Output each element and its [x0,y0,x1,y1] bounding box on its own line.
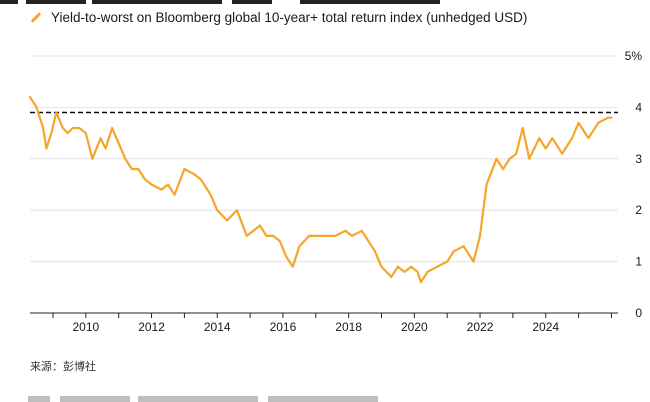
y-tick-label: 1 [635,255,642,269]
y-tick-label: 3 [635,152,642,166]
x-tick-label: 2020 [401,320,428,334]
cropped-footer-fragment [28,396,388,402]
x-tick-label: 2018 [335,320,362,334]
x-tick-label: 2014 [204,320,231,334]
y-tick-label: 5% [625,49,643,63]
x-tick-label: 2022 [467,320,494,334]
cropped-header-fragment [0,0,650,4]
y-tick-label: 0 [635,306,642,320]
source-note: 来源：彭博社 [30,361,96,373]
y-tick-label: 2 [635,203,642,217]
x-tick-label: 2016 [270,320,297,334]
chart-legend: Yield-to-worst on Bloomberg global 10-ye… [30,10,527,25]
y-tick-label: 4 [635,100,642,114]
x-tick-label: 2010 [72,320,99,334]
series-line [28,95,613,284]
legend-label: Yield-to-worst on Bloomberg global 10-ye… [51,10,528,25]
x-tick-label: 2024 [532,320,559,334]
x-tick-label: 2012 [138,320,165,334]
